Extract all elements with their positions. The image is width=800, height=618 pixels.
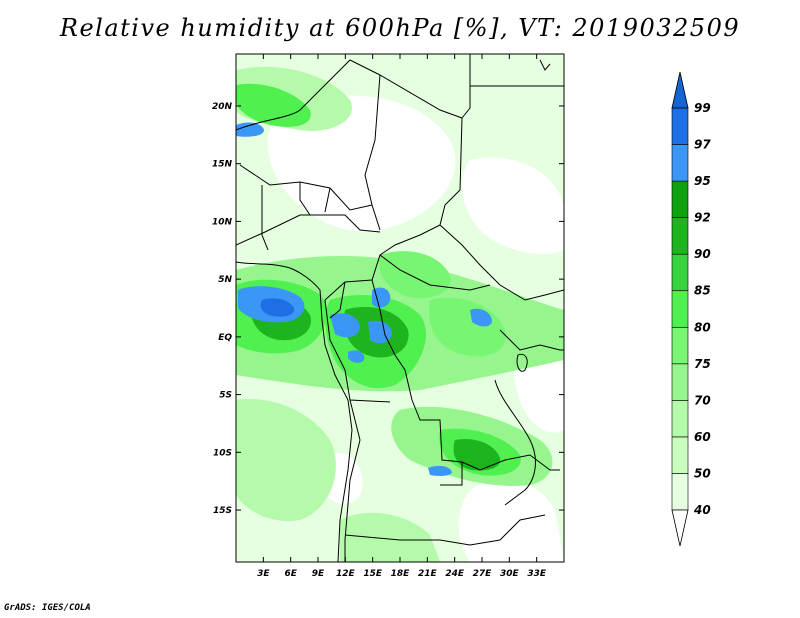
colorbar-swatch	[671, 436, 689, 474]
colorbar-swatch	[671, 217, 689, 255]
lon-tick-label: 33E	[527, 569, 547, 579]
colorbar-swatch	[671, 326, 689, 365]
wet-core-south	[453, 438, 501, 471]
lon-tick-label: 27E	[473, 569, 493, 579]
lon-tick-label: 18E	[391, 569, 411, 579]
colorbar-label: 85	[694, 284, 711, 298]
lat-tick-label: 15N	[212, 160, 233, 170]
lat-tick-label: 15S	[213, 506, 232, 516]
lat-tick-label: EQ	[218, 333, 232, 343]
colorbar-swatch	[671, 180, 689, 218]
colorbar-swatch	[671, 473, 689, 511]
moist-band-southcoast	[340, 512, 440, 562]
colorbar-label: 50	[694, 466, 711, 480]
lon-tick-label: 6E	[284, 569, 297, 579]
humidity-field	[236, 54, 564, 562]
colorbar-label: 75	[694, 357, 711, 371]
colorbar-swatch	[671, 363, 689, 401]
colorbar-label: 99	[694, 101, 711, 115]
colorbar-swatch	[671, 400, 689, 438]
lat-tick-label: 5N	[218, 275, 232, 285]
coastline	[236, 261, 353, 562]
moist-core-north	[379, 251, 451, 299]
lat-tick-label: 10S	[213, 448, 232, 458]
country-borders	[236, 54, 564, 562]
saturated-patch-2	[260, 298, 295, 317]
lon-tick-label: 30E	[500, 569, 520, 579]
colorbar-swatch	[671, 253, 689, 292]
moist-core-north-band	[236, 83, 311, 127]
colorbar-label: 95	[694, 174, 711, 188]
lon-tick-label: 24E	[445, 569, 465, 579]
colorbar-label: 60	[694, 430, 711, 444]
latitude-axis: 20N 15N 10N 5N EQ 5S 10S 15S	[212, 102, 564, 516]
lon-tick-label: 15E	[363, 569, 383, 579]
colorbar-bottom-arrow	[671, 509, 689, 547]
lon-tick-label: 21E	[418, 569, 438, 579]
colorbar-top-arrow	[671, 71, 689, 109]
colorbar-label: 90	[694, 247, 711, 261]
lat-tick-label: 5S	[219, 391, 232, 401]
lon-tick-label: 9E	[312, 569, 325, 579]
moist-band-southwest	[236, 399, 336, 521]
colorbar: 40 50 60 70 75 80 85 90 92 95 97 99	[671, 71, 711, 547]
longitude-axis: 3E 6E 9E 12E 15E 18E 21E 24E 27E 30E 33E	[257, 54, 547, 579]
saturated-patch-4	[330, 313, 360, 338]
colorbar-swatch	[671, 144, 689, 182]
saturated-patch-9	[348, 350, 365, 363]
dry-area-east	[461, 157, 564, 254]
map-title: Relative humidity at 600hPa [%], VT: 201…	[59, 14, 741, 42]
colorbar-swatch	[671, 107, 689, 145]
saturated-patch-7	[236, 122, 264, 137]
colorbar-label: 97	[694, 138, 711, 152]
lat-tick-label: 10N	[212, 217, 233, 227]
saturated-patch-8	[428, 465, 452, 476]
lon-tick-label: 12E	[336, 569, 356, 579]
colorbar-label: 40	[693, 503, 711, 517]
colorbar-label: 70	[694, 393, 711, 407]
saturated-patch-6	[470, 308, 492, 327]
saturated-patch-3	[372, 287, 391, 308]
colorbar-swatch	[671, 290, 689, 328]
lat-tick-label: 20N	[212, 102, 233, 112]
lon-tick-label: 3E	[257, 569, 270, 579]
colorbar-label: 80	[694, 320, 711, 334]
credit-text: GrADS: IGES/COLA	[4, 603, 91, 613]
colorbar-label: 92	[694, 211, 711, 225]
dry-area-south	[458, 479, 564, 562]
